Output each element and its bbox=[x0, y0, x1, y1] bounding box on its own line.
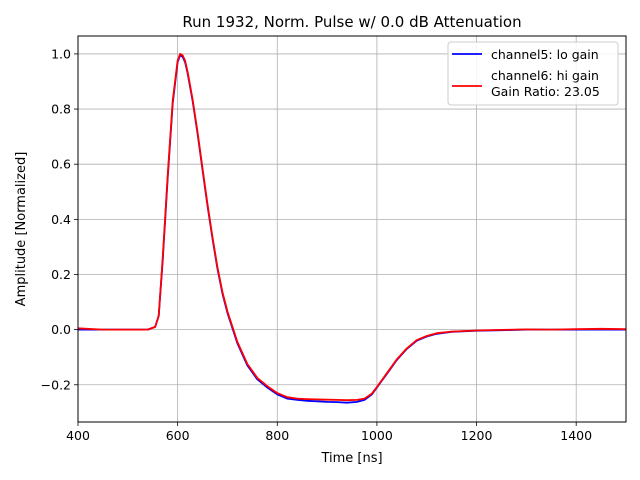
x-tick-label: 800 bbox=[265, 428, 289, 443]
series-line-channel6 bbox=[77, 53, 627, 402]
legend: channel5: lo gain channel6: hi gain Gain… bbox=[447, 41, 619, 106]
ticks: 400 600 800 1000 1200 1400 −0.2 0.0 0.2 0.4 0.6 0.8… bbox=[41, 46, 592, 443]
x-tick-label: 1000 bbox=[361, 428, 393, 443]
x-tick-label: 400 bbox=[66, 428, 90, 443]
x-tick-label: 1200 bbox=[461, 428, 493, 443]
series-layer bbox=[77, 53, 627, 404]
plot-frame bbox=[77, 35, 627, 423]
y-tick-label: 0.8 bbox=[51, 102, 71, 117]
y-tick-label: 0.2 bbox=[51, 267, 71, 282]
y-tick-label: 0.0 bbox=[51, 322, 71, 337]
x-axis-label: Time [ns] bbox=[320, 451, 382, 466]
x-tick-label: 1400 bbox=[560, 428, 592, 443]
legend-gain-ratio: Gain Ratio: 23.05 bbox=[491, 84, 600, 99]
legend-label-channel6: channel6: hi gain bbox=[491, 68, 599, 83]
grid bbox=[77, 36, 626, 422]
y-tick-label: −0.2 bbox=[41, 377, 71, 392]
y-axis-label: Amplitude [Normalized] bbox=[14, 152, 29, 307]
y-tick-label: 1.0 bbox=[51, 46, 71, 61]
legend-box bbox=[447, 41, 619, 106]
legend-label-channel5: channel5: lo gain bbox=[491, 47, 599, 62]
chart-title: Run 1932, Norm. Pulse w/ 0.0 dB Attenuat… bbox=[182, 13, 521, 31]
x-tick-label: 600 bbox=[166, 428, 190, 443]
y-tick-label: 0.6 bbox=[51, 157, 71, 172]
y-tick-label: 0.4 bbox=[51, 212, 71, 227]
